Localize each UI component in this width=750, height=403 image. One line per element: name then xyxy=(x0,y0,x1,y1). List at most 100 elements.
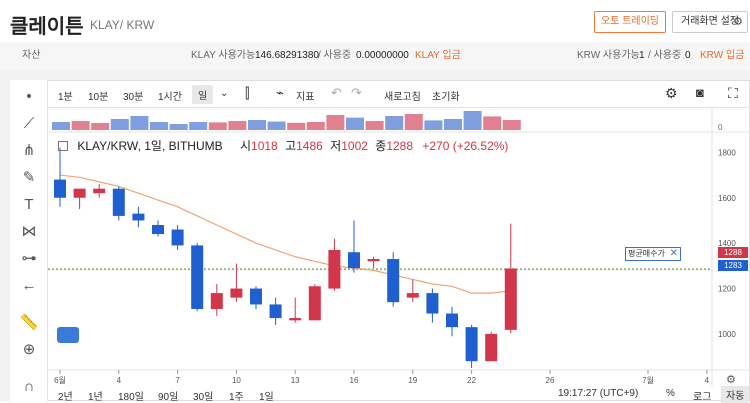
volume-bar xyxy=(424,120,443,130)
legend-low: 1002 xyxy=(341,139,368,153)
close-icon[interactable]: ✕ xyxy=(669,248,678,259)
range-1w[interactable]: 1주 xyxy=(229,392,244,403)
x-tick-label: 13 xyxy=(291,376,300,385)
krw-deposit-link[interactable]: KRW 입금 xyxy=(700,50,745,61)
coin-name: 클레이튼 xyxy=(10,16,84,38)
log-toggle[interactable]: 로그 xyxy=(693,392,712,403)
volume-bar xyxy=(169,124,188,130)
auto-scale-toggle[interactable]: 자동 xyxy=(721,386,750,403)
average-buy-label: 평균매수가 xyxy=(628,249,665,258)
x-tick-label: 4 xyxy=(705,376,710,385)
candle-body xyxy=(230,288,243,298)
redo-icon[interactable]: ↷ xyxy=(351,85,362,100)
dot-cursor-icon[interactable]: • xyxy=(26,88,32,105)
price-chart[interactable]: 0 1800 1600 1400 1200 1000 6월 4 7 10 13 16 19 22 26 7월 4… xyxy=(48,108,750,401)
volume-bar xyxy=(267,121,286,130)
y-tick-label: 1800 xyxy=(718,148,736,157)
percent-toggle[interactable]: % xyxy=(666,388,675,399)
chevron-down-icon[interactable]: ⌄ xyxy=(220,88,229,99)
interval-30m[interactable]: 30분 xyxy=(123,92,144,103)
volume-zero-label: 0 xyxy=(718,123,723,132)
x-tick-label: 6월 xyxy=(54,375,66,385)
interval-10m[interactable]: 10분 xyxy=(88,92,109,103)
x-tick-label: 10 xyxy=(232,376,241,385)
interval-day[interactable]: 일 xyxy=(192,85,214,104)
pattern-tool-icon[interactable]: ⋈ xyxy=(21,223,37,240)
candle-body xyxy=(112,188,125,216)
reset-button[interactable]: 초기화 xyxy=(432,92,460,103)
volume-bar xyxy=(385,116,404,130)
volume-bar xyxy=(483,116,502,130)
text-tool-icon[interactable]: T xyxy=(24,196,34,213)
range-180d[interactable]: 180일 xyxy=(118,392,144,403)
chart-panel xyxy=(10,80,750,401)
avg-price-tag: 1283 xyxy=(718,260,748,271)
measure-tool-icon[interactable]: ⊶ xyxy=(21,250,37,267)
klay-inuse-label: / 사용중 xyxy=(318,50,352,61)
cloud-logo-icon xyxy=(57,327,79,343)
volume-bar xyxy=(208,122,227,130)
settings-gear-icon[interactable]: ⚙ xyxy=(665,85,678,101)
refresh-button[interactable]: 새로고침 xyxy=(384,92,421,103)
x-tick-label: 7월 xyxy=(642,375,654,385)
volume-bar xyxy=(110,119,129,130)
candle-body xyxy=(210,293,223,309)
volume-bar xyxy=(365,121,384,130)
interval-1h[interactable]: 1시간 xyxy=(158,92,182,103)
fullscreen-icon[interactable]: ⛶ xyxy=(728,85,738,101)
chart-toolbar: 1분 10분 30분 1시간 일 ⌄ ⫿ ⌁ 지표 ↶ ↷ 새로고침 초기화 ⚙… xyxy=(48,80,750,108)
range-2y[interactable]: 2년 xyxy=(58,392,73,403)
volume-bar xyxy=(189,122,208,130)
candle-body xyxy=(93,188,106,194)
candle-body xyxy=(406,293,419,298)
volume-bar xyxy=(228,121,247,130)
indicator-icon[interactable]: ⌁ xyxy=(276,85,284,100)
chart-setting-button[interactable]: 거래화면 설정 ⚙ xyxy=(672,11,748,33)
candle-body xyxy=(54,179,66,198)
drawing-toolbar: • ⟋ ⋔ ✎ T ⋈ ⊶ ← 📏 ⊕ ∩ xyxy=(10,80,48,401)
x-tick-label: 7 xyxy=(175,376,180,385)
candle-body xyxy=(504,268,517,330)
auto-trading-button[interactable]: 오토 트레이딩 xyxy=(594,11,666,33)
zoom-in-icon[interactable]: ⊕ xyxy=(22,341,36,358)
ruler-icon[interactable]: 📏 xyxy=(19,314,39,331)
legend-open-label: 시 xyxy=(239,139,252,153)
candle-body xyxy=(250,288,262,305)
asset-label: 자산 xyxy=(22,50,41,61)
magnet-icon[interactable]: ∩ xyxy=(23,378,35,395)
collapse-icon[interactable] xyxy=(58,141,68,151)
arrow-left-icon[interactable]: ← xyxy=(21,277,37,294)
legend-close-label: 종 xyxy=(375,139,387,153)
legend-low-label: 저 xyxy=(330,139,342,153)
y-tick-label: 1000 xyxy=(718,330,736,339)
indicator-button[interactable]: 지표 xyxy=(296,92,315,103)
moving-average-line xyxy=(59,174,511,294)
volume-bar xyxy=(463,111,482,130)
fork-tool-icon[interactable]: ⋔ xyxy=(22,142,36,159)
average-buy-price-tag[interactable]: 평균매수가 ✕ xyxy=(625,247,681,261)
coin-pair: KLAY/ KRW xyxy=(90,18,155,32)
legend-change: +270 (+26.52%) xyxy=(422,139,509,153)
candle-body xyxy=(465,327,478,362)
interval-1m[interactable]: 1분 xyxy=(58,92,73,103)
candle-body xyxy=(269,304,282,319)
range-90d[interactable]: 90일 xyxy=(158,392,179,403)
last-price-tag: 1288 xyxy=(718,247,748,258)
trend-line-icon[interactable]: ⟋ xyxy=(23,115,35,132)
krw-available-label: KRW 사용가능 xyxy=(577,50,640,61)
range-1d[interactable]: 1일 xyxy=(259,392,274,403)
range-30d[interactable]: 30일 xyxy=(193,392,214,403)
legend-high-label: 고 xyxy=(285,139,297,153)
x-tick-label: 19 xyxy=(408,376,417,385)
range-1y[interactable]: 1년 xyxy=(88,392,103,403)
candle-body xyxy=(171,229,184,246)
camera-icon[interactable]: ◙ xyxy=(696,85,704,100)
undo-icon[interactable]: ↶ xyxy=(331,85,342,100)
x-tick-label: 22 xyxy=(467,376,476,385)
brush-icon[interactable]: ✎ xyxy=(22,169,36,186)
axis-settings-icon: ⚙ xyxy=(726,373,736,386)
volume-bar xyxy=(91,123,110,130)
klay-inuse-value: 0.00000000 xyxy=(356,50,409,61)
candle-style-icon[interactable]: ⫿ xyxy=(245,85,250,101)
klay-deposit-link[interactable]: KLAY 입금 xyxy=(415,50,461,61)
